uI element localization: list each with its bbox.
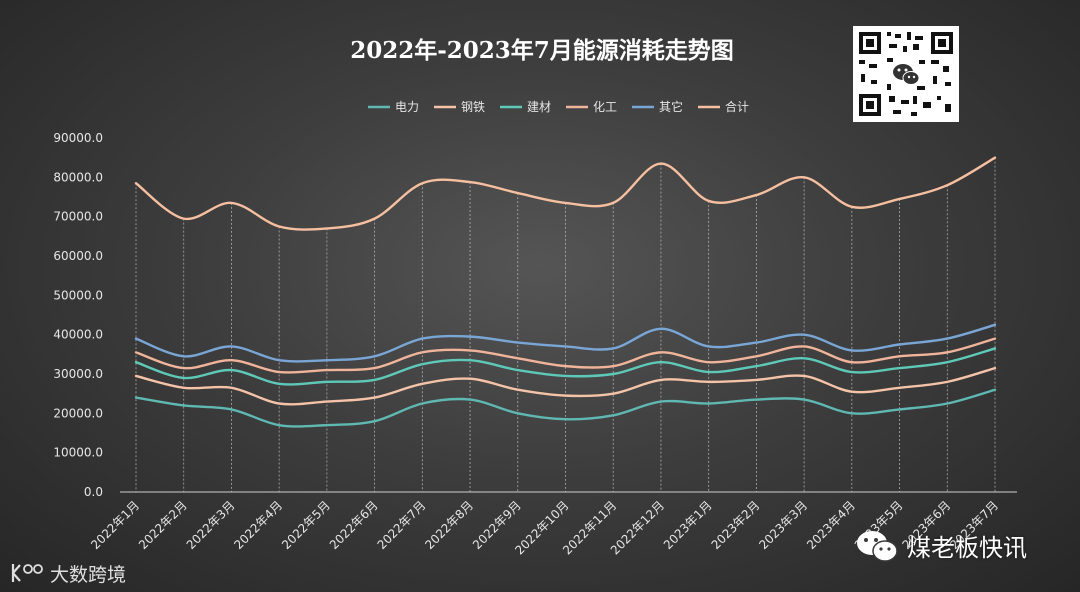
series-line-3 xyxy=(134,347,997,386)
watermark-right: 煤老板快讯 xyxy=(855,528,1055,564)
x-tick-label: 2022年1月 xyxy=(88,498,142,552)
watermark-right-text: 煤老板快讯 xyxy=(907,534,1027,562)
series-line-1 xyxy=(134,388,997,428)
y-tick-label: 90000.0 xyxy=(53,131,103,145)
y-tick-label: 60000.0 xyxy=(53,249,103,263)
grid-lines xyxy=(120,157,1017,493)
watermark-left-text: 大数跨境 xyxy=(50,564,127,586)
x-tick-label: 2022年6月 xyxy=(327,498,381,552)
legend-item: 合计 xyxy=(698,99,749,114)
legend-label: 合计 xyxy=(725,99,749,114)
series-line-6 xyxy=(134,156,997,231)
y-tick-label: 30000.0 xyxy=(53,367,103,381)
series-line-2 xyxy=(134,366,997,406)
wechat-icon xyxy=(857,531,898,562)
x-tick-label: 2022年8月 xyxy=(422,498,476,552)
x-tick-label: 2023年2月 xyxy=(709,498,763,552)
legend-item: 化工 xyxy=(566,100,617,114)
y-tick-label: 50000.0 xyxy=(53,288,103,302)
y-tick-label: 0.0 xyxy=(84,485,103,499)
x-tick-label: 2022年4月 xyxy=(231,498,285,552)
legend-item: 电力 xyxy=(368,100,419,114)
x-tick-label: 2023年1月 xyxy=(661,498,715,552)
x-tick-label: 2022年7月 xyxy=(375,498,429,552)
y-tick-label: 80000.0 xyxy=(53,170,103,184)
legend-item: 其它 xyxy=(632,99,683,114)
watermark-left: 大数跨境 xyxy=(10,560,160,586)
x-tick-label: 2022年5月 xyxy=(279,498,333,552)
brand-logo-icon xyxy=(11,564,43,582)
series-line-5 xyxy=(134,323,997,363)
x-tick-label: 2023年4月 xyxy=(804,498,858,552)
y-axis: 0.0 10000.0 20000.0 30000.0 40000.0 50000.0 60… xyxy=(53,131,103,499)
y-tick-label: 40000.0 xyxy=(53,328,103,342)
y-tick-label: 10000.0 xyxy=(53,446,103,460)
legend-label: 钢铁 xyxy=(461,100,485,114)
x-tick-label: 2022年2月 xyxy=(136,498,190,552)
legend-label: 化工 xyxy=(593,100,617,114)
legend-label: 建材 xyxy=(527,100,551,114)
y-tick-label: 70000.0 xyxy=(53,210,103,224)
series-lines xyxy=(134,156,997,428)
x-tick-label: 2023年3月 xyxy=(756,498,810,552)
chart-legend: 电力 钢铁 建材 化工 其它 合计 xyxy=(368,99,749,114)
series-line-4 xyxy=(134,337,997,374)
legend-item: 钢铁 xyxy=(434,100,485,114)
legend-label: 其它 xyxy=(659,99,683,114)
legend-label: 电力 xyxy=(395,100,419,114)
qr-code-icon xyxy=(853,26,959,122)
y-tick-label: 20000.0 xyxy=(53,406,103,420)
chart-title: 2022年-2023年7月能源消耗走势图 xyxy=(350,37,734,64)
x-tick-label: 2022年3月 xyxy=(184,498,238,552)
legend-item: 建材 xyxy=(500,100,551,114)
wechat-icon xyxy=(893,64,920,85)
